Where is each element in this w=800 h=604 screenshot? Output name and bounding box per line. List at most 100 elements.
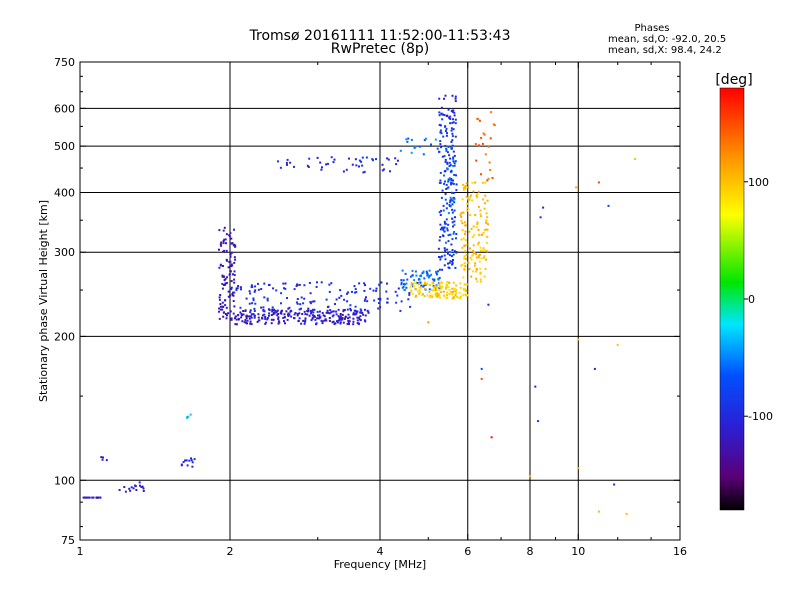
- o-mode-point: [184, 459, 186, 462]
- o-mode-point: [261, 314, 264, 317]
- o-mode-point: [448, 261, 451, 264]
- x-mode-point: [483, 207, 486, 210]
- o-mode-point: [455, 251, 458, 253]
- o-mode-point: [129, 489, 132, 492]
- o-mode-point: [354, 288, 357, 291]
- o-mode-point: [289, 161, 292, 164]
- x-mode-point: [486, 235, 489, 238]
- o-mode-point: [409, 275, 412, 278]
- o-mode-point: [338, 316, 341, 319]
- x-tick-label: 1: [77, 545, 84, 558]
- x-mode-point: [423, 283, 426, 285]
- o-mode-point: [348, 157, 350, 160]
- o-mode-point: [451, 263, 454, 266]
- o-mode-point: [280, 310, 283, 313]
- o-mode-point: [326, 309, 329, 312]
- x-mode-point: [412, 282, 415, 285]
- o-mode-point: [445, 218, 448, 221]
- o-mode-point: [338, 296, 341, 299]
- o-mode-point: [377, 297, 380, 300]
- x-mode-point: [489, 169, 492, 171]
- o-mode-point: [285, 161, 288, 164]
- o-mode-point: [426, 273, 429, 276]
- x-mode-point: [464, 265, 467, 268]
- x-mode-point: [452, 296, 455, 299]
- o-mode-point: [315, 322, 318, 325]
- o-mode-point: [354, 309, 357, 312]
- x-mode-point: [467, 186, 470, 189]
- o-mode-point: [229, 252, 232, 255]
- o-mode-point: [439, 129, 442, 132]
- x-mode-point: [422, 293, 424, 296]
- o-mode-point: [359, 311, 362, 314]
- o-mode-point: [222, 311, 225, 314]
- o-mode-point: [335, 310, 338, 313]
- o-mode-point: [190, 457, 192, 460]
- o-mode-point: [411, 274, 414, 277]
- x-tick-label: 2: [227, 545, 234, 558]
- o-mode-point: [233, 243, 236, 246]
- y-tick-label: 600: [54, 102, 75, 115]
- x-mode-point: [418, 282, 421, 285]
- x-mode-point: [478, 260, 481, 263]
- x-mode-point: [477, 241, 480, 244]
- o-mode-point: [446, 251, 449, 254]
- x-mode-point: [476, 221, 479, 224]
- o-mode-point: [436, 273, 438, 276]
- o-mode-point: [219, 243, 222, 246]
- o-mode-point: [230, 288, 233, 291]
- o-mode-point: [245, 315, 248, 318]
- x-mode-point: [436, 294, 439, 297]
- x-mode-point: [480, 257, 483, 260]
- o-mode-point: [229, 294, 232, 297]
- o-mode-point: [405, 138, 408, 141]
- x-mode-point: [445, 284, 448, 286]
- o-mode-point: [320, 168, 323, 171]
- o-mode-point: [249, 320, 252, 323]
- o-mode-point: [360, 309, 363, 312]
- x-mode-point: [462, 293, 465, 296]
- o-mode-point: [408, 293, 411, 296]
- x-mode-point: [440, 281, 443, 284]
- x-mode-point: [482, 198, 485, 201]
- o-mode-point: [444, 170, 447, 172]
- o-mode-point: [410, 151, 413, 154]
- x-mode-point: [465, 243, 468, 246]
- o-mode-point: [347, 313, 350, 316]
- o-mode-point: [453, 161, 456, 164]
- o-mode-point: [268, 283, 271, 286]
- o-mode-point: [427, 276, 430, 279]
- x-mode-point: [482, 132, 485, 135]
- o-mode-point: [236, 287, 239, 290]
- o-mode-point: [254, 289, 257, 292]
- o-mode-point: [453, 154, 456, 157]
- x-mode-point: [484, 267, 487, 270]
- x-mode-point: [482, 249, 485, 252]
- o-mode-point: [251, 286, 254, 289]
- o-mode-point: [309, 309, 312, 312]
- o-mode-point: [438, 256, 440, 258]
- y-tick-label: 500: [54, 140, 75, 153]
- o-mode-point: [237, 285, 240, 287]
- o-mode-point: [415, 274, 418, 277]
- o-mode-point: [331, 315, 334, 318]
- x-tick-label: 8: [527, 545, 534, 558]
- o-mode-point: [451, 110, 454, 113]
- x-axis-label: Frequency [MHz]: [334, 558, 426, 571]
- x-mode-point: [439, 286, 442, 289]
- o-mode-point: [346, 292, 348, 295]
- o-mode-point: [347, 317, 349, 320]
- y-tick-label: 300: [54, 246, 75, 259]
- stats-o-line: mean, sd,O: -92.0, 20.5: [608, 34, 726, 45]
- o-mode-point: [422, 285, 425, 288]
- x-mode-point: [446, 281, 448, 284]
- o-mode-point: [329, 309, 332, 312]
- o-mode-point: [300, 322, 303, 325]
- x-mode-point: [482, 231, 485, 234]
- x-mode-point: [466, 207, 469, 210]
- o-mode-point: [450, 198, 453, 201]
- o-mode-point: [224, 238, 227, 241]
- o-mode-point: [453, 231, 456, 233]
- x-mode-point: [477, 256, 480, 259]
- x-mode-point: [470, 258, 473, 261]
